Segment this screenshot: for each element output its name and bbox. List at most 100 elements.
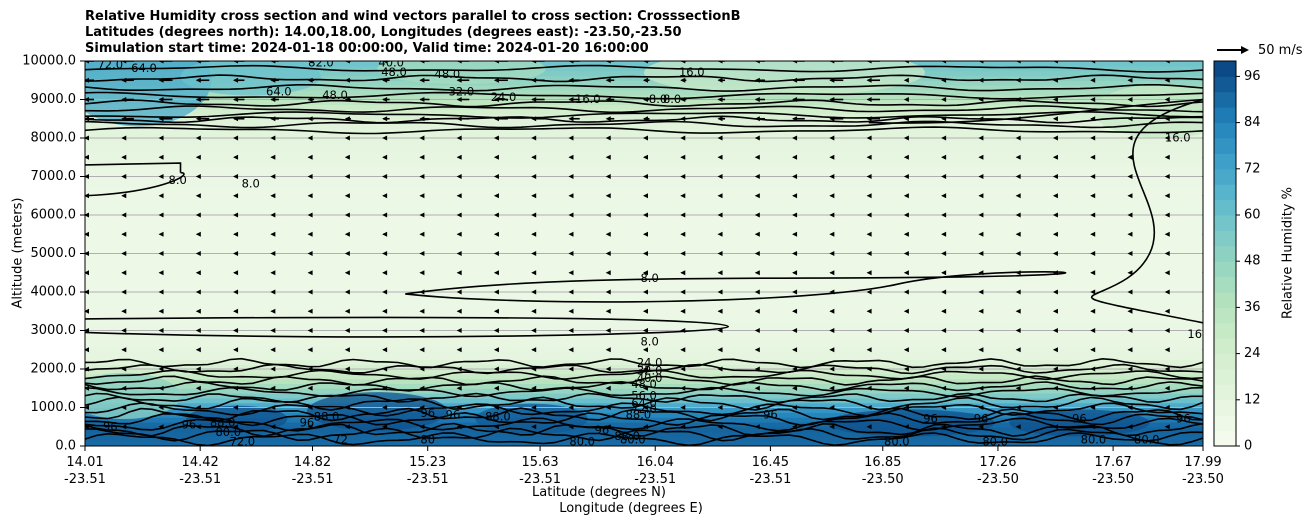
- y-tick-label: 10000.0: [22, 54, 76, 69]
- wind-vector: [941, 135, 947, 141]
- wind-vector: [754, 193, 760, 199]
- wind-vector-head: [382, 154, 388, 160]
- wind-vector-head: [792, 385, 798, 391]
- wind-vector-head: [792, 97, 798, 102]
- wind-vector: [158, 135, 164, 141]
- wind-vector-head: [493, 347, 499, 353]
- wind-vector-head: [1015, 154, 1021, 160]
- wind-vector: [1090, 424, 1096, 430]
- wind-vector: [419, 328, 425, 333]
- contour-label: 80: [420, 433, 435, 447]
- wind-vector-head: [1052, 328, 1058, 333]
- humidity-band: [85, 296, 1203, 303]
- wind-vector-head: [1090, 116, 1096, 122]
- wind-vector-head: [903, 135, 909, 141]
- wind-vector: [419, 366, 425, 372]
- wind-vector: [717, 231, 723, 237]
- wind-vector-head: [195, 193, 201, 199]
- wind-vector-head: [456, 231, 462, 237]
- wind-vector-head: [866, 193, 872, 199]
- wind-vector: [1015, 424, 1021, 430]
- wind-vector: [829, 308, 835, 314]
- wind-vector: [307, 366, 313, 372]
- contour-label: 88.0: [314, 410, 340, 424]
- wind-vector: [829, 212, 835, 218]
- wind-vector: [270, 154, 276, 160]
- wind-vector: [978, 97, 984, 102]
- wind-vector-head: [680, 366, 686, 372]
- wind-vector: [1164, 116, 1170, 122]
- colorbar-band: [1214, 369, 1236, 385]
- humidity-band: [85, 142, 1203, 149]
- contour-label: 48.0: [381, 65, 407, 79]
- wind-vector: [1127, 424, 1133, 430]
- wind-vector-head: [158, 251, 164, 256]
- wind-vector: [605, 328, 611, 333]
- wind-vector: [344, 366, 350, 372]
- wind-vector-head: [605, 251, 611, 256]
- colorbar-band: [1214, 122, 1236, 139]
- wind-vector: [531, 174, 537, 179]
- wind-vector-head: [382, 424, 388, 430]
- wind-vector-head: [903, 154, 909, 160]
- humidity-band: [85, 287, 1203, 293]
- wind-vector-head: [233, 116, 239, 122]
- wind-vector: [456, 116, 470, 122]
- wind-vector: [1052, 328, 1058, 333]
- wind-vector: [1127, 116, 1133, 122]
- humidity-band: [85, 75, 1203, 81]
- wind-vector: [493, 270, 499, 276]
- wind-vector-head: [1015, 135, 1021, 141]
- wind-vector: [717, 61, 726, 64]
- wind-vector: [121, 366, 127, 372]
- humidity-band: [85, 388, 1203, 394]
- contour-line: [85, 115, 1203, 124]
- wind-vector-head: [85, 251, 89, 256]
- wind-vector-head: [680, 77, 686, 83]
- contour-label: 24.0: [637, 356, 663, 370]
- wind-vector: [568, 97, 580, 102]
- x-axis: 14.01 -23.51 14.42 -23.51 14.82 -23.51 15.23 -2…: [64, 446, 1224, 487]
- wind-vector-head: [531, 405, 537, 410]
- wind-vector-head: [85, 174, 89, 179]
- wind-vector: [680, 154, 686, 160]
- wind-vector: [456, 135, 462, 141]
- wind-vector: [978, 193, 984, 199]
- x-tick-label-latitude: 16.85: [864, 455, 901, 470]
- wind-vector: [1052, 347, 1058, 353]
- wind-vector: [195, 61, 210, 64]
- humidity-band: [85, 61, 1203, 67]
- wind-vector: [195, 424, 201, 430]
- wind-vector: [344, 385, 350, 391]
- wind-vector-head: [307, 424, 313, 430]
- wind-vector-head: [568, 270, 574, 276]
- wind-vector-head: [531, 347, 537, 353]
- wind-vector: [493, 61, 508, 64]
- wind-vector-head: [307, 347, 313, 353]
- wind-vector-head: [382, 77, 388, 83]
- wind-vector-head: [456, 116, 462, 122]
- wind-vector-head: [307, 212, 313, 218]
- wind-vector: [158, 116, 173, 122]
- chart-title-line-2: Latitudes (degrees north): 14.00,18.00, …: [85, 25, 682, 40]
- wind-vector-head: [941, 97, 947, 102]
- wind-vector: [158, 366, 164, 372]
- wind-vector-head: [195, 174, 201, 179]
- humidity-band: [85, 113, 1203, 120]
- wind-vector: [158, 308, 164, 314]
- wind-vector: [754, 366, 760, 372]
- wind-vector-head: [456, 308, 462, 314]
- wind-vector: [941, 116, 947, 122]
- wind-vector: [754, 212, 760, 218]
- wind-vector: [941, 231, 947, 237]
- contour-label: 64.0: [266, 84, 292, 98]
- wind-vector: [456, 61, 470, 64]
- wind-vector: [1127, 270, 1133, 276]
- wind-vector: [754, 154, 760, 160]
- wind-vector-head: [531, 116, 537, 122]
- wind-vector-head: [717, 385, 723, 391]
- wind-vector-head: [903, 116, 909, 122]
- wind-vector-head: [344, 231, 350, 237]
- wind-vector-head: [643, 270, 648, 276]
- wind-vector-head: [717, 212, 723, 218]
